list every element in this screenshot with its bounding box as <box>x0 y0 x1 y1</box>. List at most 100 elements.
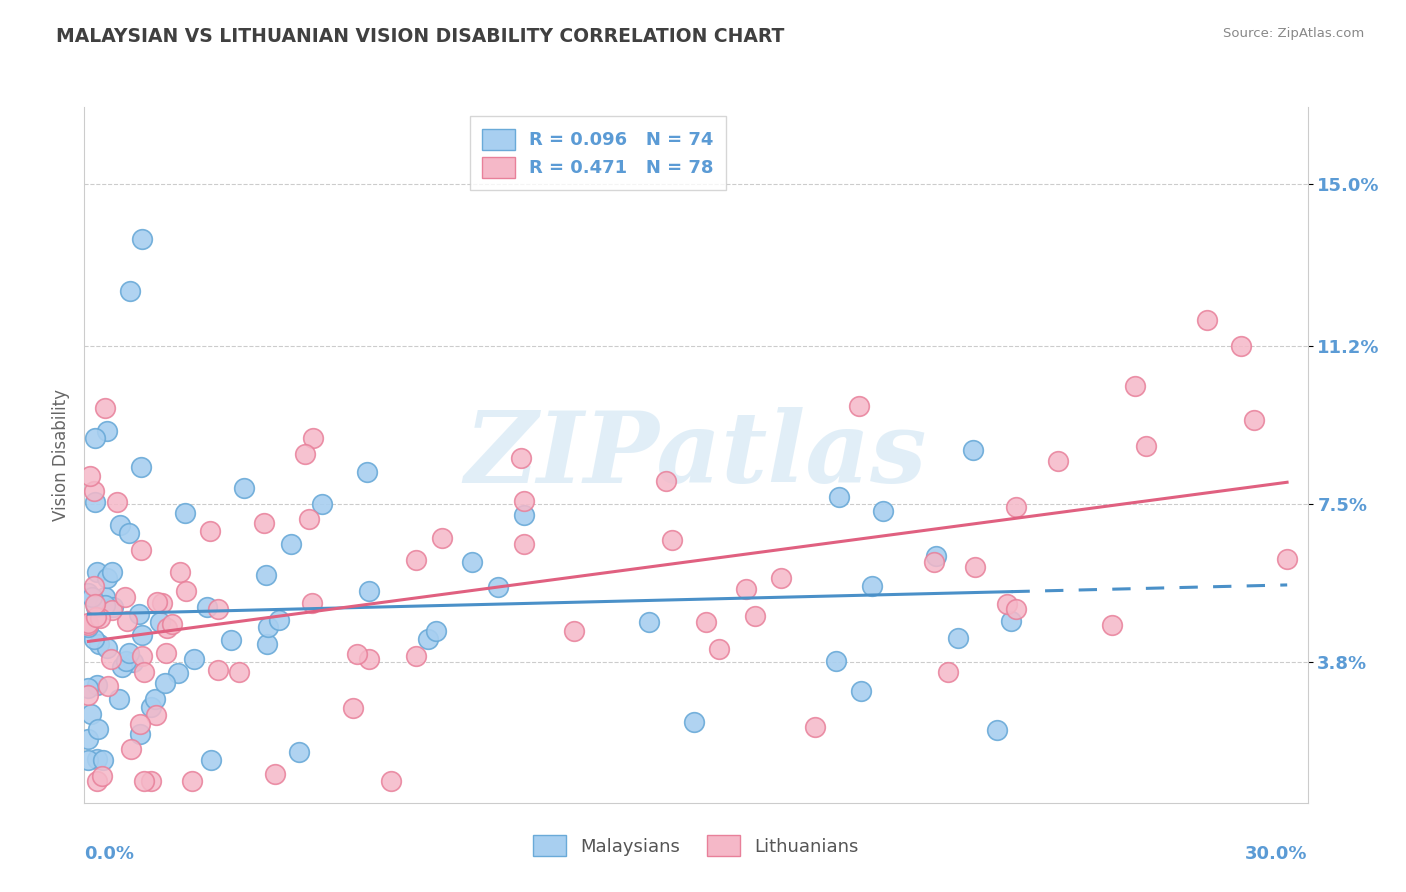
Point <box>253 516 276 530</box>
Point <box>512 508 534 522</box>
Point <box>153 675 176 690</box>
Point <box>461 556 484 570</box>
Point <box>145 707 167 722</box>
Point <box>744 609 766 624</box>
Point <box>357 652 380 666</box>
Point <box>207 663 229 677</box>
Point <box>287 745 309 759</box>
Point <box>311 497 333 511</box>
Point <box>1101 618 1123 632</box>
Point <box>183 652 205 666</box>
Point <box>150 596 173 610</box>
Point <box>510 450 533 465</box>
Point <box>96 425 118 439</box>
Point <box>357 584 380 599</box>
Point <box>654 475 676 489</box>
Point <box>174 506 197 520</box>
Point <box>219 632 242 647</box>
Point <box>132 665 155 679</box>
Point <box>513 494 536 508</box>
Point <box>301 596 323 610</box>
Point <box>254 568 277 582</box>
Legend: Malaysians, Lithuanians: Malaysians, Lithuanians <box>526 828 866 863</box>
Point <box>101 600 124 615</box>
Point <box>936 665 959 679</box>
Point <box>110 660 132 674</box>
Point <box>1000 614 1022 628</box>
Point <box>87 722 110 736</box>
Text: ZIPatlas: ZIPatlas <box>465 407 927 503</box>
Point <box>432 531 454 545</box>
Point <box>416 632 439 646</box>
Point <box>1047 454 1070 468</box>
Point <box>200 753 222 767</box>
Point <box>965 559 987 574</box>
Point <box>121 655 143 669</box>
Point <box>118 646 141 660</box>
Point <box>131 628 153 642</box>
Point <box>207 602 229 616</box>
Point <box>195 599 218 614</box>
Point <box>267 613 290 627</box>
Point <box>769 571 792 585</box>
Point <box>83 483 105 498</box>
Point <box>922 555 945 569</box>
Point <box>1135 439 1157 453</box>
Point <box>77 753 100 767</box>
Point <box>86 678 108 692</box>
Point <box>925 549 948 564</box>
Y-axis label: Vision Disability: Vision Disability <box>52 389 70 521</box>
Point <box>84 600 107 615</box>
Point <box>342 701 364 715</box>
Point <box>118 284 141 298</box>
Point <box>155 621 177 635</box>
Point <box>128 717 150 731</box>
Point <box>108 692 131 706</box>
Point <box>256 637 278 651</box>
Point <box>96 571 118 585</box>
Point <box>86 565 108 579</box>
Point <box>77 616 100 631</box>
Point <box>257 620 280 634</box>
Point <box>83 495 105 509</box>
Point <box>962 443 984 458</box>
Point <box>735 582 758 597</box>
Point <box>86 752 108 766</box>
Point <box>93 401 115 415</box>
Point <box>848 399 870 413</box>
Point <box>356 466 378 480</box>
Point <box>1230 339 1253 353</box>
Point <box>77 620 100 634</box>
Point <box>1195 313 1218 327</box>
Point <box>77 732 100 747</box>
Point <box>83 632 105 647</box>
Text: 30.0%: 30.0% <box>1246 845 1308 863</box>
Point <box>380 774 402 789</box>
Point <box>986 723 1008 738</box>
Point <box>803 720 825 734</box>
Point <box>131 542 153 557</box>
Point <box>91 753 114 767</box>
Point <box>405 553 427 567</box>
Point <box>302 431 325 445</box>
Point <box>872 504 894 518</box>
Point <box>114 591 136 605</box>
Point <box>100 652 122 666</box>
Point <box>661 533 683 548</box>
Point <box>1005 602 1028 616</box>
Point <box>346 647 368 661</box>
Point <box>141 774 163 789</box>
Point <box>145 595 167 609</box>
Point <box>139 699 162 714</box>
Point <box>115 654 138 668</box>
Point <box>131 648 153 663</box>
Point <box>79 706 101 721</box>
Point <box>143 692 166 706</box>
Point <box>948 631 970 645</box>
Point <box>828 490 851 504</box>
Point <box>97 679 120 693</box>
Point <box>512 537 534 551</box>
Point <box>695 615 717 630</box>
Point <box>129 727 152 741</box>
Point <box>169 565 191 579</box>
